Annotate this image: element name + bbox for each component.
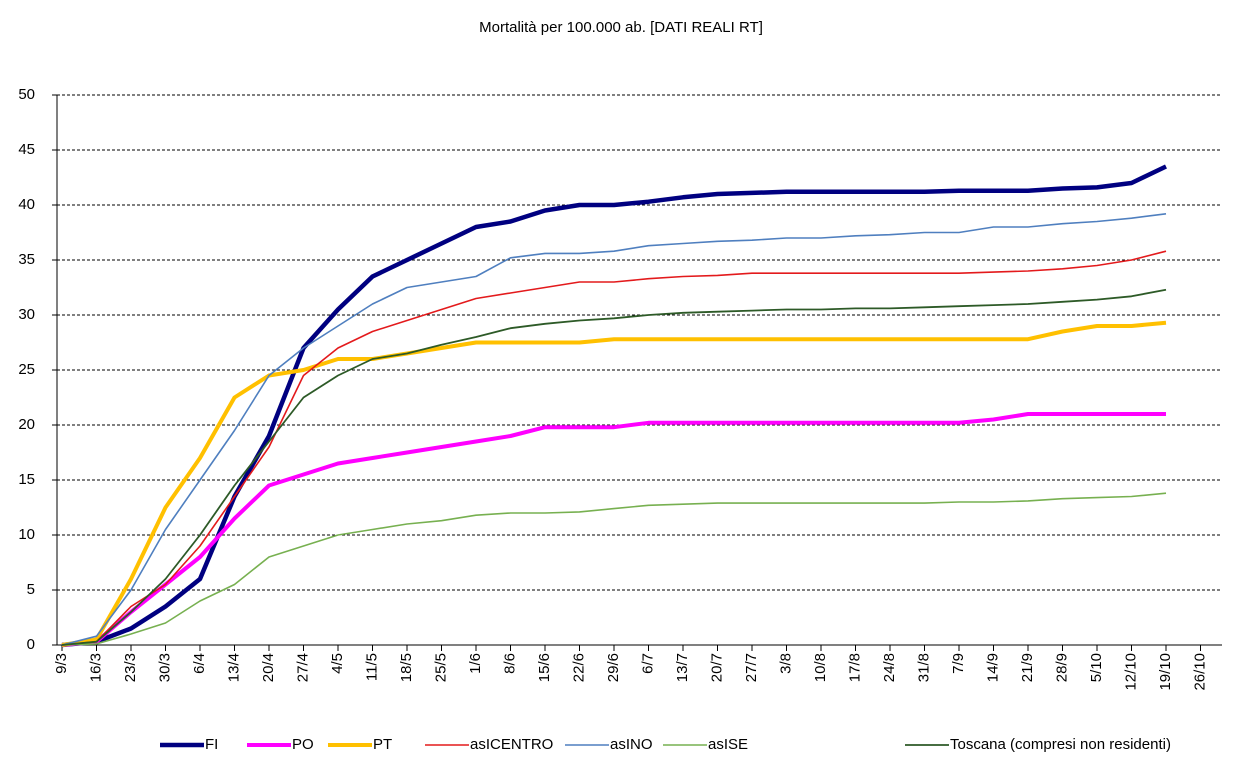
y-tick-label: 5	[27, 581, 35, 598]
x-tick-label: 27/4	[294, 653, 311, 682]
y-tick-label: 20	[18, 416, 35, 433]
x-tick-label: 5/10	[1088, 653, 1105, 682]
line-series	[61, 250, 1167, 646]
x-tick-label: 6/4	[191, 653, 208, 674]
x-tick-label: 16/3	[87, 653, 104, 682]
x-tick-label: 4/5	[329, 653, 346, 674]
x-tick-label: 13/7	[674, 653, 691, 682]
legend-label: PT	[373, 736, 392, 753]
legend-label: asICENTRO	[470, 736, 553, 753]
line-series	[61, 320, 1167, 647]
line-series	[61, 288, 1167, 646]
y-tick-label: 25	[18, 361, 35, 378]
x-tick-label: 1/6	[467, 653, 484, 674]
y-tick-label: 45	[18, 141, 35, 158]
legend-label: asISE	[708, 736, 748, 753]
legend-label: asINO	[610, 736, 653, 753]
x-tick-label: 22/6	[570, 653, 587, 682]
x-tick-label: 20/7	[708, 653, 725, 682]
x-tick-label: 12/10	[1122, 653, 1139, 691]
x-tick-label: 18/5	[398, 653, 415, 682]
legend-label: Toscana (compresi non residenti)	[950, 736, 1171, 753]
x-tick-label: 26/10	[1191, 653, 1208, 691]
x-tick-label: 23/3	[122, 653, 139, 682]
y-tick-label: 0	[27, 636, 35, 653]
x-tick-label: 25/5	[432, 653, 449, 682]
line-series	[61, 164, 1167, 648]
x-tick-label: 3/8	[777, 653, 794, 674]
x-tick-label: 9/3	[53, 653, 70, 674]
y-tick-label: 15	[18, 471, 35, 488]
y-tick-label: 10	[18, 526, 35, 543]
chart-title: Mortalità per 100.000 ab. [DATI REALI RT…	[479, 19, 763, 36]
y-tick-label: 30	[18, 306, 35, 323]
y-tick-label: 40	[18, 196, 35, 213]
x-tick-label: 30/3	[156, 653, 173, 682]
x-tick-label: 11/5	[363, 653, 380, 681]
x-tick-label: 13/4	[225, 653, 242, 682]
x-tick-label: 17/8	[846, 653, 863, 682]
legend-label: PO	[292, 736, 314, 753]
y-tick-label: 35	[18, 251, 35, 268]
x-tick-label: 24/8	[881, 653, 898, 682]
x-tick-label: 28/9	[1053, 653, 1070, 682]
x-tick-label: 8/6	[501, 653, 518, 674]
x-tick-label: 15/6	[536, 653, 553, 682]
x-tick-label: 7/9	[950, 653, 967, 674]
legend-label: FI	[205, 736, 218, 753]
x-tick-label: 27/7	[743, 653, 760, 682]
x-tick-label: 29/6	[605, 653, 622, 682]
x-tick-label: 10/8	[812, 653, 829, 682]
x-tick-label: 6/7	[639, 653, 656, 674]
y-tick-label: 50	[18, 86, 35, 103]
x-tick-label: 21/9	[1019, 653, 1036, 682]
x-tick-label: 19/10	[1157, 653, 1174, 691]
line-series	[61, 213, 1167, 646]
line-series	[61, 492, 1167, 646]
x-tick-label: 14/9	[984, 653, 1001, 682]
x-tick-label: 31/8	[915, 653, 932, 682]
line-series	[61, 412, 1166, 647]
x-tick-label: 20/4	[260, 653, 277, 682]
